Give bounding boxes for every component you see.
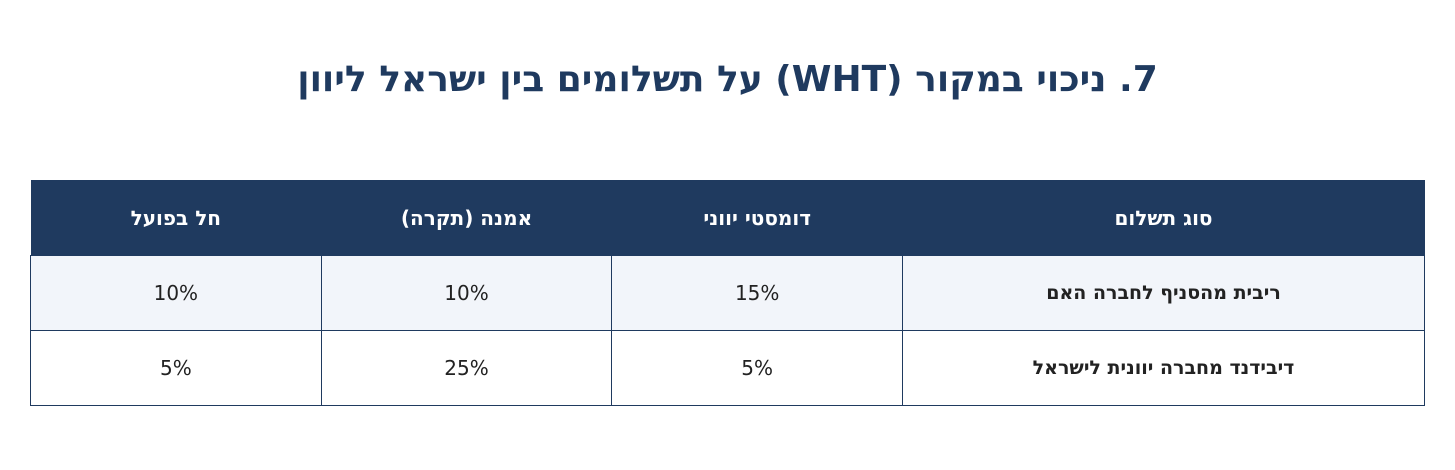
- column-header: אמנה (תקרה): [321, 180, 612, 256]
- row-label: ריבית מהסניף לחברה האם: [902, 255, 1425, 331]
- cell: 5%: [611, 330, 903, 406]
- header-row: סוג תשלום דומסטי יווני אמנה (תקרה) חל בפועל: [30, 180, 1425, 256]
- column-header: חל בפועל: [30, 180, 322, 256]
- column-header: סוג תשלום: [902, 180, 1425, 256]
- table-body: ריבית מהסניף לחברה האם 15% 10% 10% דיבידנד מ…: [30, 255, 1425, 406]
- cell: 15%: [611, 255, 903, 331]
- cell: 25%: [320, 330, 613, 406]
- row-label: דיבידנד מחברה יוונית לישראל: [902, 330, 1425, 406]
- column-header: דומסטי יווני: [611, 180, 903, 256]
- title: 7. ניכוי במקור (WHT) על תשלומים בין ישרא…: [297, 59, 1158, 100]
- table-row: ריבית מהסניף לחברה האם 15% 10% 10%: [30, 255, 1425, 331]
- wht-table: סוג תשלום דומסטי יווני אמנה (תקרה) חל בפועל…: [30, 180, 1425, 406]
- table-row: דיבידנד מחברה יוונית לישראל 5% 25% 5%: [30, 330, 1425, 406]
- cell: 10%: [320, 255, 613, 331]
- cell: 10%: [30, 255, 322, 331]
- cell: 5%: [30, 330, 322, 406]
